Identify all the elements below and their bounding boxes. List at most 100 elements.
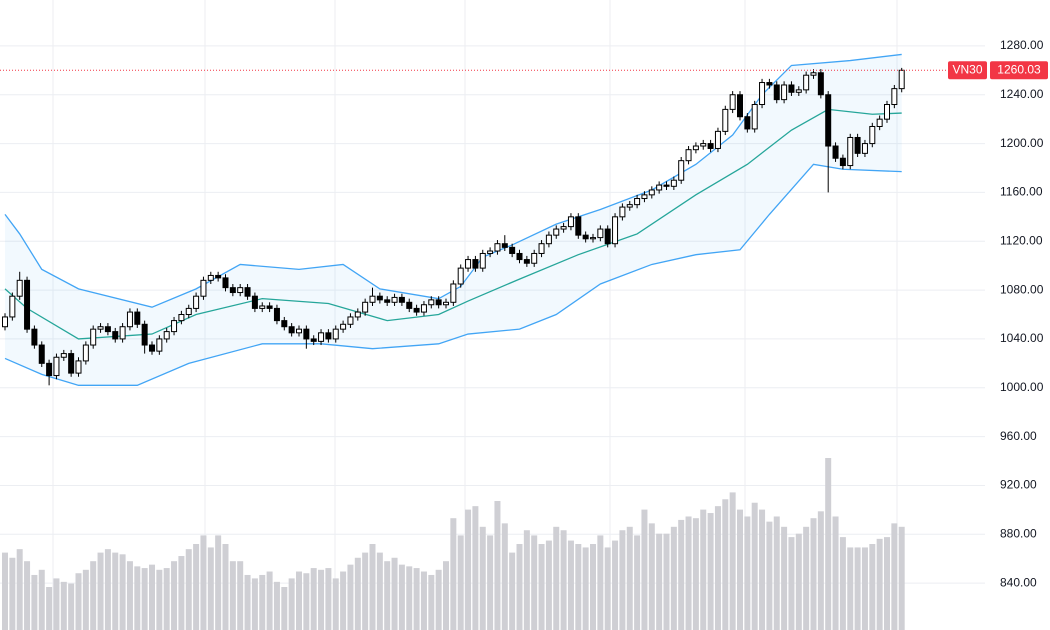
volume-bar — [457, 535, 464, 630]
volume-bar — [839, 537, 846, 630]
candle-body — [575, 216, 582, 236]
volume-bar — [567, 540, 574, 630]
volume-bar — [53, 578, 60, 630]
candle-body — [273, 307, 280, 322]
volume-bar — [178, 556, 185, 630]
volume-bar — [729, 492, 736, 630]
candle-body — [251, 295, 258, 309]
volume-bar — [149, 564, 155, 630]
volume-bar — [810, 518, 817, 630]
volume-bar — [494, 501, 501, 630]
y-tick-label: 1080.00 — [1000, 282, 1044, 296]
volume-bar — [685, 516, 692, 630]
candle-body — [604, 228, 611, 245]
candle-body — [648, 189, 655, 196]
volume-bar — [443, 561, 449, 630]
candle-body — [781, 84, 788, 101]
volume-bar — [38, 569, 45, 630]
volume-bar — [376, 552, 383, 630]
candle-body — [112, 331, 119, 340]
candle-body — [369, 295, 376, 303]
volume-bar — [163, 568, 170, 630]
volume-bar — [200, 535, 207, 630]
candle-body — [582, 234, 589, 240]
volume-bar — [861, 547, 868, 630]
candle-body — [692, 145, 699, 151]
volume-bar — [656, 533, 663, 630]
volume-bar — [560, 530, 567, 630]
candle-body — [663, 184, 670, 187]
candle-body — [567, 216, 574, 228]
volume-bar — [126, 561, 133, 630]
candle-body — [847, 136, 854, 167]
candle-body — [729, 94, 736, 110]
volume-bar — [876, 538, 883, 630]
candle-body — [332, 328, 339, 340]
candle-body — [773, 84, 780, 101]
y-tick-label: 1040.00 — [1000, 331, 1044, 345]
candle-body — [803, 74, 810, 91]
volume-bar — [281, 587, 288, 630]
volume-bar — [31, 574, 38, 630]
volume-bar — [251, 578, 258, 630]
candle-body — [215, 274, 222, 279]
volume-bar — [82, 569, 89, 630]
candle-body — [869, 125, 876, 145]
candle-body — [406, 301, 413, 309]
candle-body — [281, 320, 288, 328]
candle-body — [751, 104, 758, 130]
volume-bar — [24, 561, 31, 630]
candle-body — [149, 344, 155, 352]
volume-bar — [487, 535, 494, 630]
candle-body — [766, 82, 773, 86]
candle-body — [795, 89, 802, 93]
candle-body — [810, 72, 817, 76]
symbol-tag-bg — [948, 61, 987, 80]
band-line — [4, 108, 902, 340]
candle-body — [560, 226, 567, 230]
candle-body — [38, 344, 45, 364]
volume-bar — [288, 578, 295, 630]
volume-bar — [119, 554, 126, 630]
volume-bar — [575, 544, 582, 630]
band-fill — [5, 54, 902, 386]
candle-body — [854, 136, 861, 154]
volume-bar — [391, 557, 398, 630]
volume-bar — [215, 535, 222, 630]
candle-body — [884, 104, 890, 120]
candle-body — [597, 228, 604, 239]
y-tick-label: 880.00 — [1000, 526, 1037, 540]
volume-bar — [384, 561, 391, 630]
volume-bar — [626, 526, 633, 630]
volume-bar — [369, 544, 376, 630]
volume-bar — [545, 540, 552, 630]
volume-bar — [413, 568, 420, 630]
candle-body — [443, 301, 449, 306]
candle-body — [200, 279, 207, 297]
candle-body — [384, 299, 391, 303]
candle-body — [435, 299, 442, 306]
volume-bar — [185, 549, 192, 630]
volume-bar — [707, 513, 714, 630]
candle-body — [501, 243, 508, 248]
volume-bar — [751, 502, 758, 630]
volume-bar — [700, 509, 707, 630]
candle-body — [303, 328, 310, 340]
volume-bar — [420, 571, 427, 630]
volume-bar — [832, 516, 839, 630]
y-tick-label: 1200.00 — [1000, 136, 1044, 150]
candle-body — [428, 299, 435, 306]
candle-body — [722, 108, 729, 132]
candle-body — [31, 328, 38, 346]
candle-body — [90, 328, 97, 346]
candle-body — [318, 332, 325, 342]
candle-body — [479, 252, 486, 269]
volume-bar — [90, 561, 97, 630]
volume-bar — [884, 537, 890, 630]
candle-body — [16, 279, 23, 297]
candle-body — [590, 237, 596, 240]
volume-bar — [590, 544, 596, 630]
candle-body — [259, 305, 266, 309]
volume-bar — [97, 552, 104, 630]
